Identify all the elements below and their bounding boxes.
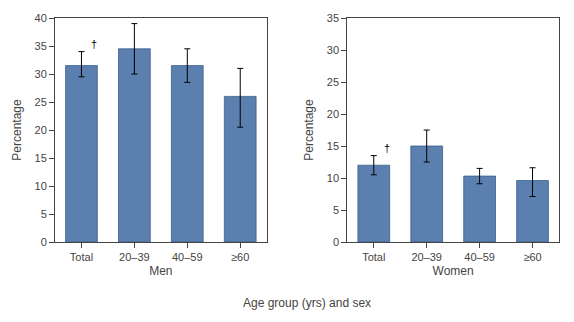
svg-text:†: † — [91, 38, 97, 50]
svg-text:Percentage: Percentage — [302, 99, 316, 161]
svg-text:35: 35 — [35, 40, 47, 52]
svg-text:Age group (yrs) and sex: Age group (yrs) and sex — [243, 296, 371, 310]
svg-text:20–39: 20–39 — [411, 251, 442, 263]
svg-text:20–39: 20–39 — [119, 251, 150, 263]
svg-text:20: 20 — [327, 108, 339, 120]
svg-text:15: 15 — [327, 140, 339, 152]
svg-text:20: 20 — [35, 124, 47, 136]
svg-text:Women: Women — [433, 264, 474, 278]
svg-text:5: 5 — [41, 208, 47, 220]
svg-text:Men: Men — [149, 264, 172, 278]
svg-text:0: 0 — [333, 236, 339, 248]
svg-text:≥60: ≥60 — [231, 251, 249, 263]
svg-text:40–59: 40–59 — [464, 251, 495, 263]
svg-text:0: 0 — [41, 236, 47, 248]
svg-text:Total: Total — [70, 251, 93, 263]
svg-text:35: 35 — [327, 12, 339, 24]
svg-text:25: 25 — [35, 96, 47, 108]
svg-text:40: 40 — [35, 12, 47, 24]
svg-text:25: 25 — [327, 76, 339, 88]
svg-text:Percentage: Percentage — [10, 99, 24, 161]
svg-text:15: 15 — [35, 152, 47, 164]
svg-text:†: † — [384, 142, 390, 154]
svg-text:Total: Total — [362, 251, 385, 263]
svg-text:10: 10 — [327, 172, 339, 184]
svg-text:10: 10 — [35, 180, 47, 192]
svg-text:≥60: ≥60 — [523, 251, 541, 263]
svg-text:5: 5 — [333, 204, 339, 216]
svg-text:40–59: 40–59 — [172, 251, 203, 263]
svg-text:30: 30 — [327, 44, 339, 56]
svg-text:30: 30 — [35, 68, 47, 80]
